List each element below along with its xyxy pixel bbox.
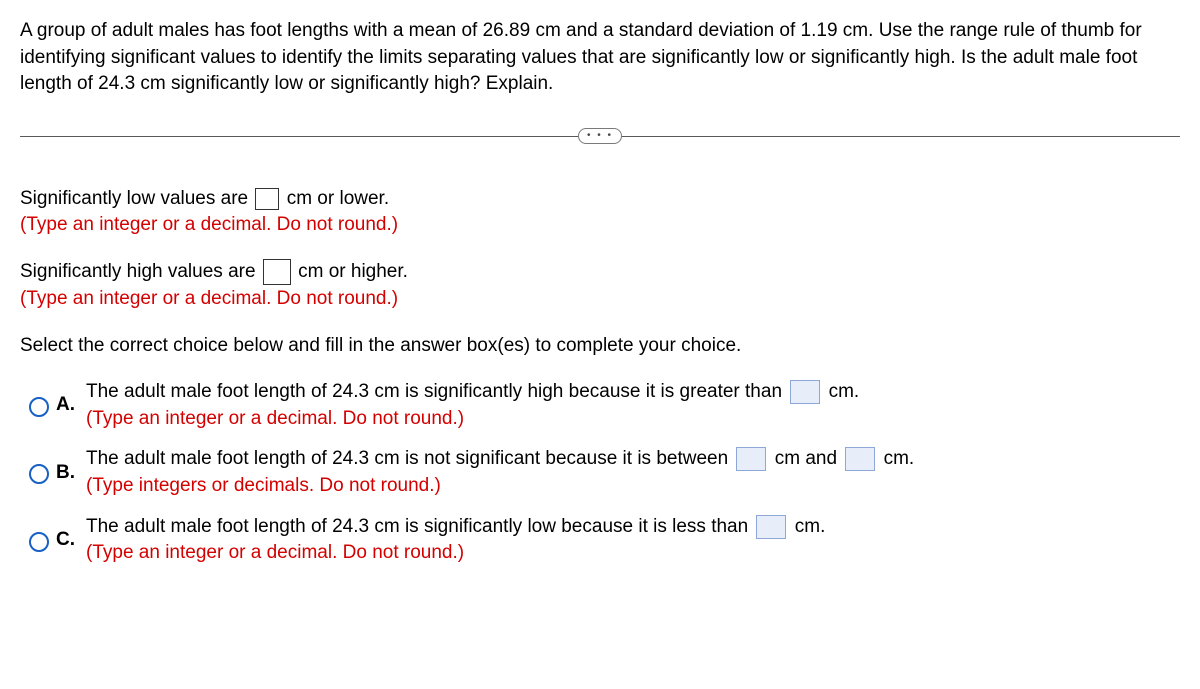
- choice-b-text-pre: The adult male foot length of 24.3 cm is…: [86, 448, 728, 469]
- low-post-text: cm or lower.: [287, 188, 389, 209]
- high-hint: (Type an integer or a decimal. Do not ro…: [20, 286, 1180, 313]
- low-value-input[interactable]: [255, 188, 279, 210]
- choice-b-input-2[interactable]: [845, 447, 875, 471]
- choice-a-letter: A.: [56, 392, 86, 419]
- choice-c-letter: C.: [56, 527, 86, 554]
- choice-c-hint: (Type an integer or a decimal. Do not ro…: [86, 540, 1180, 567]
- choice-b-text-mid: cm and: [775, 448, 837, 469]
- select-prompt: Select the correct choice below and fill…: [20, 333, 1180, 360]
- choice-a-input[interactable]: [790, 380, 820, 404]
- choice-b-row: B. The adult male foot length of 24.3 cm…: [20, 446, 1180, 499]
- question-text: A group of adult males has foot lengths …: [20, 18, 1180, 98]
- choice-c-input[interactable]: [756, 515, 786, 539]
- choice-b-radio[interactable]: [29, 464, 49, 484]
- choice-a-row: A. The adult male foot length of 24.3 cm…: [20, 379, 1180, 432]
- choice-b-input-1[interactable]: [736, 447, 766, 471]
- choice-b-text-post: cm.: [884, 448, 915, 469]
- low-values-block: Significantly low values are cm or lower…: [20, 186, 1180, 239]
- high-pre-text: Significantly high values are: [20, 261, 256, 282]
- choice-a-text-pre: The adult male foot length of 24.3 cm is…: [86, 381, 782, 402]
- choice-a-hint: (Type an integer or a decimal. Do not ro…: [86, 406, 1180, 433]
- choice-a-radio[interactable]: [29, 397, 49, 417]
- choices-group: A. The adult male foot length of 24.3 cm…: [20, 379, 1180, 567]
- high-value-input[interactable]: [263, 259, 291, 285]
- choice-c-row: C. The adult male foot length of 24.3 cm…: [20, 514, 1180, 567]
- choice-b-letter: B.: [56, 460, 86, 487]
- choice-c-text-pre: The adult male foot length of 24.3 cm is…: [86, 516, 748, 537]
- choice-b-hint: (Type integers or decimals. Do not round…: [86, 473, 1180, 500]
- high-values-block: Significantly high values are cm or high…: [20, 259, 1180, 313]
- high-post-text: cm or higher.: [298, 261, 408, 282]
- section-divider: • • •: [20, 126, 1180, 146]
- expand-pill[interactable]: • • •: [578, 128, 622, 144]
- low-hint: (Type an integer or a decimal. Do not ro…: [20, 212, 1180, 239]
- choice-c-text-post: cm.: [795, 516, 826, 537]
- low-pre-text: Significantly low values are: [20, 188, 248, 209]
- choice-a-text-post: cm.: [829, 381, 860, 402]
- choice-c-radio[interactable]: [29, 532, 49, 552]
